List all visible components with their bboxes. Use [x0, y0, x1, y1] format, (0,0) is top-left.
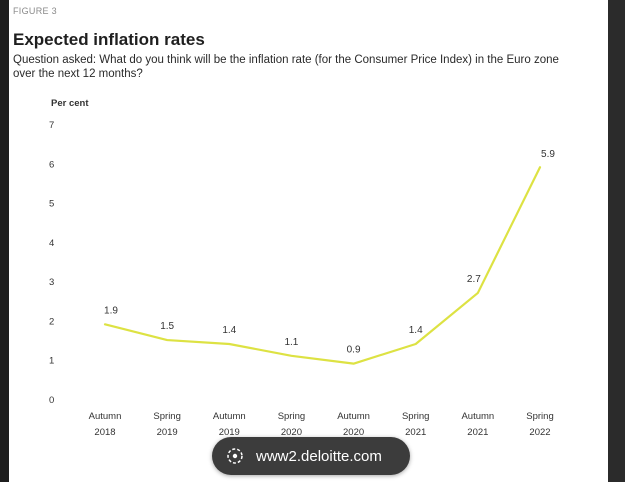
y-tick-label: 1 — [49, 356, 54, 367]
figure-label: FIGURE 3 — [13, 6, 57, 16]
chart-question: Question asked: What do you think will b… — [13, 54, 559, 80]
data-label: 0.9 — [347, 345, 361, 356]
x-tick-label-season: Spring — [278, 411, 305, 422]
y-tick-label: 4 — [49, 238, 54, 249]
x-tick-label-year: 2022 — [529, 427, 550, 438]
data-label: 1.5 — [160, 321, 174, 332]
x-tick-label-year: 2021 — [405, 427, 426, 438]
data-label: 2.7 — [467, 274, 481, 285]
x-tick-label-year: 2019 — [157, 427, 178, 438]
source-url-pill[interactable]: www2.deloitte.com — [212, 437, 410, 475]
y-tick-label: 2 — [49, 316, 54, 327]
y-axis: Per cent 0 1 2 3 4 5 6 7 — [49, 98, 89, 406]
globe-icon — [226, 447, 244, 465]
y-tick-label: 6 — [49, 159, 54, 170]
y-tick-label: 7 — [49, 120, 54, 131]
y-tick-label: 0 — [49, 395, 54, 406]
data-label: 1.4 — [222, 325, 236, 336]
x-tick-label-season: Autumn — [337, 411, 370, 422]
x-tick-label-season: Autumn — [213, 411, 246, 422]
x-tick-label-season: Spring — [402, 411, 429, 422]
x-tick-label-year: 2021 — [467, 427, 488, 438]
data-label: 1.4 — [409, 325, 423, 336]
window-edge — [0, 0, 9, 482]
data-label: 1.1 — [284, 337, 298, 348]
x-tick-label-year: 2018 — [94, 427, 115, 438]
article-figure: FIGURE 3 Expected inflation rates Questi… — [9, 0, 608, 482]
y-axis-label: Per cent — [51, 98, 89, 109]
chart-title: Expected inflation rates — [13, 30, 205, 49]
series — [103, 166, 542, 365]
x-axis: Autumn 2018 Spring 2019 Autumn 2019 Spring 2020… — [89, 411, 554, 438]
y-tick-label: 5 — [49, 199, 54, 210]
x-tick-label-year: 2019 — [219, 427, 240, 438]
data-label: 5.9 — [541, 149, 555, 160]
data-labels: 1.9 1.5 1.4 1.1 0.9 1.4 2.7 5.9 — [104, 149, 555, 355]
data-label: 1.9 — [104, 305, 118, 316]
x-tick-label-year: 2020 — [281, 427, 302, 438]
y-tick-label: 3 — [49, 277, 54, 288]
source-url: www2.deloitte.com — [256, 447, 382, 465]
x-tick-label-season: Spring — [153, 411, 180, 422]
x-tick-label-season: Spring — [526, 411, 553, 422]
x-tick-label-season: Autumn — [89, 411, 122, 422]
x-tick-label-season: Autumn — [461, 411, 494, 422]
series-line — [103, 166, 542, 365]
x-tick-label-year: 2020 — [343, 427, 364, 438]
